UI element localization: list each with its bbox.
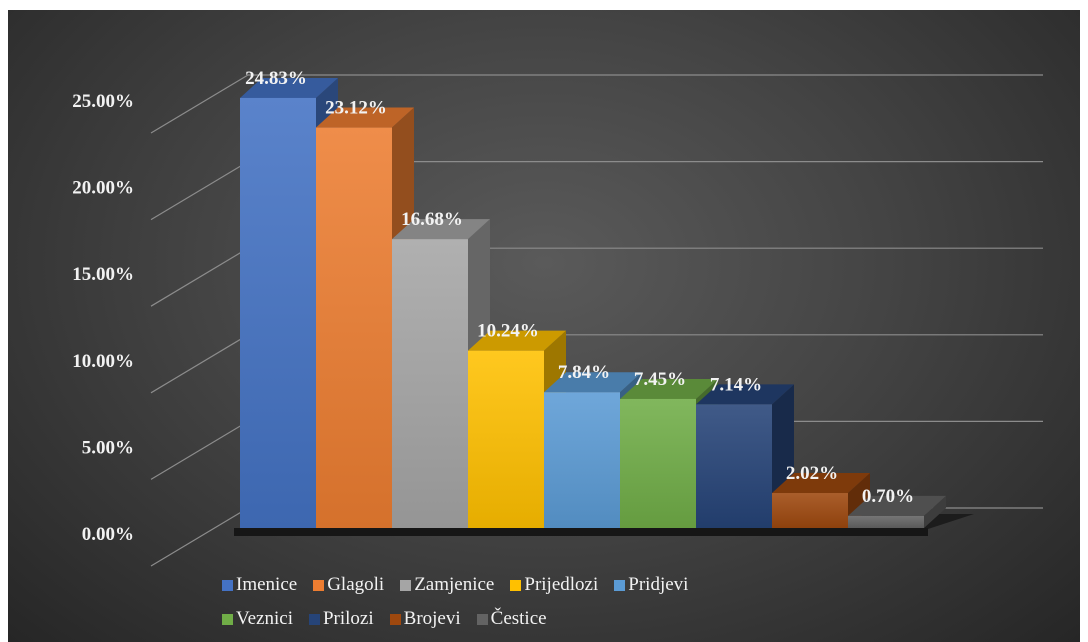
bar-front xyxy=(620,398,696,528)
y-tick-label: 5.00% xyxy=(82,437,134,458)
bar-čestice xyxy=(848,495,946,528)
bar-top xyxy=(848,495,946,516)
floor-front xyxy=(234,528,928,536)
side-gridline xyxy=(150,247,249,307)
legend-label: Prilozi xyxy=(322,608,374,629)
legend-item: Brojevi xyxy=(389,608,461,630)
legend-swatch xyxy=(400,579,412,591)
legend: Imenice Glagoli Zamjenice Prijedlozi Pridjev… xyxy=(222,568,942,636)
legend-label: Veznici xyxy=(236,608,293,629)
data-label: 7.45% xyxy=(634,369,686,390)
side-gridline xyxy=(150,420,249,480)
legend-item: Čestice xyxy=(476,608,547,630)
bar-top xyxy=(468,330,566,351)
side-gridline xyxy=(150,161,249,221)
legend-item: Zamjenice xyxy=(400,574,494,596)
bar-top xyxy=(316,107,414,128)
bar-side xyxy=(924,495,946,528)
side-gridline xyxy=(150,334,249,394)
data-label: 2.02% xyxy=(786,463,838,484)
bar-top xyxy=(240,77,338,98)
legend-row: Veznici Prilozi Brojevi Čestice xyxy=(222,602,942,636)
bar-chart: 0.00% 5.00% 10.00% 15.00% 20.00% 25.00% 24.83… xyxy=(72,68,1043,567)
legend-label: Pridjevi xyxy=(628,574,689,595)
side-gridline xyxy=(150,74,249,134)
legend-label: Brojevi xyxy=(403,608,461,629)
legend-swatch xyxy=(313,579,325,591)
legend-item: Imenice xyxy=(222,574,297,596)
bars xyxy=(240,77,946,529)
bar-front xyxy=(848,515,924,528)
legend-swatch xyxy=(614,579,626,591)
legend-swatch xyxy=(308,613,320,625)
legend-swatch xyxy=(389,613,401,625)
side-gridline xyxy=(150,507,249,567)
data-label: 16.68% xyxy=(401,209,463,230)
legend-label: Prijedlozi xyxy=(524,574,599,595)
legend-item: Glagoli xyxy=(313,574,384,596)
bar-front xyxy=(316,127,392,529)
bar-front xyxy=(772,493,848,528)
bar-front xyxy=(696,404,772,528)
bar-top xyxy=(544,372,642,393)
y-axis-ticks: 0.00% 5.00% 10.00% 15.00% 20.00% 25.00% xyxy=(72,91,134,545)
data-label: 7.84% xyxy=(558,362,610,383)
y-tick-label: 25.00% xyxy=(72,91,134,112)
bar-front xyxy=(240,97,316,528)
y-tick-label: 15.00% xyxy=(72,264,134,285)
legend-item: Pridjevi xyxy=(614,574,688,596)
data-label: 0.70% xyxy=(862,486,914,507)
data-labels: 24.83% 23.12% 16.68% 10.24% 7.84% 7.45% 7.14% 2… xyxy=(245,68,914,507)
legend-item: Prilozi xyxy=(308,608,374,630)
bar-top xyxy=(772,473,870,494)
legend-swatch xyxy=(222,613,233,625)
bar-top xyxy=(620,378,718,399)
legend-label: Glagoli xyxy=(327,574,385,595)
legend-swatch xyxy=(222,579,233,591)
bar-front xyxy=(544,392,620,528)
bar-front xyxy=(468,350,544,528)
y-tick-label: 20.00% xyxy=(72,178,134,199)
legend-label: Imenice xyxy=(236,574,298,595)
legend-swatch xyxy=(476,613,488,625)
bar-top xyxy=(696,384,794,405)
data-label: 23.12% xyxy=(325,98,387,119)
bar-prijedlozi xyxy=(468,330,566,528)
legend-swatch xyxy=(510,579,522,591)
y-tick-label: 0.00% xyxy=(82,524,134,545)
data-label: 10.24% xyxy=(477,321,539,342)
legend-label: Zamjenice xyxy=(414,574,495,595)
legend-label: Čestice xyxy=(490,608,547,629)
bar-front xyxy=(392,239,468,528)
data-label: 7.14% xyxy=(710,374,762,395)
bar-top xyxy=(392,219,490,240)
legend-item: Prijedlozi xyxy=(510,574,598,596)
legend-row: Imenice Glagoli Zamjenice Prijedlozi Pridjev… xyxy=(222,568,942,602)
data-label: 24.83% xyxy=(245,68,307,89)
chart-area: 0.00% 5.00% 10.00% 15.00% 20.00% 25.00% 24.83… xyxy=(8,10,1080,642)
y-tick-label: 10.00% xyxy=(72,351,134,372)
legend-item: Veznici xyxy=(222,608,293,630)
